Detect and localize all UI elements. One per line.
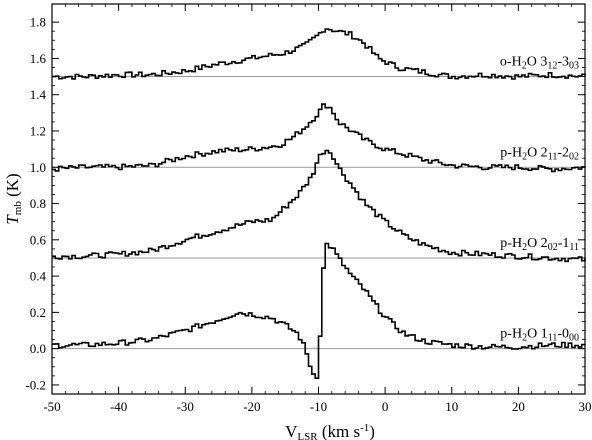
series-label-part: 2 (522, 242, 527, 253)
series-label: p-H2O 202-111 (500, 236, 579, 253)
series-line (52, 149, 586, 263)
series-label-part: 03 (569, 61, 579, 72)
y-tick-label: 0.6 (30, 232, 47, 247)
series-label: p-H2O 211-202 (500, 145, 579, 162)
x-axis-label-close: ) (369, 422, 375, 440)
x-tick-label: -30 (177, 399, 194, 414)
y-tick-label: 0.0 (30, 341, 46, 356)
y-tick-label: -0.2 (25, 377, 46, 392)
y-tick-label: 0.2 (30, 305, 46, 320)
series-label-part: 2 (522, 333, 527, 344)
series-label-part: O 2 (527, 236, 548, 251)
series-label-part: 2 (522, 61, 527, 72)
series-label-part: 11 (548, 151, 558, 162)
series-label-part: p-H (500, 145, 522, 160)
series-label-part: O 2 (527, 145, 548, 160)
x-tick-label: 10 (445, 399, 458, 414)
series-label-part: o-H (500, 55, 522, 70)
y-tick-label: 1.4 (30, 87, 47, 102)
x-axis-label-rest: (km s (318, 422, 361, 440)
series-label-part: -2 (557, 145, 569, 160)
x-axis-label-sup: -1 (360, 422, 369, 434)
x-tick-label: -50 (43, 399, 60, 414)
y-tick-label: 1.0 (30, 160, 46, 175)
y-axis-label-main: T (3, 214, 22, 225)
y-tick-label: 1.6 (30, 51, 47, 66)
x-tick-label: 0 (382, 399, 389, 414)
series-label-part: 11 (569, 242, 579, 253)
x-tick-label: 20 (512, 399, 525, 414)
series-label-part: 00 (569, 333, 579, 344)
series-label-part: 02 (548, 242, 558, 253)
series-line (52, 28, 586, 80)
series-label-part: 2 (522, 151, 527, 162)
series-line (52, 103, 586, 173)
series-label: o-H2O 312-303 (500, 55, 579, 72)
x-axis-label-main: V (285, 422, 298, 440)
series-label: p-H2O 111-000 (500, 327, 579, 344)
y-axis-label: Tmb (K) (3, 173, 24, 224)
y-tick-label: 0.8 (30, 196, 46, 211)
y-tick-label: 0.4 (30, 269, 47, 284)
x-tick-label: -40 (110, 399, 127, 414)
series-label-part: -1 (558, 236, 570, 251)
series-label-part: O 3 (527, 55, 548, 70)
y-axis: -0.2 0.0 0.2 0.4 0.6 0.8 1.0 1.2 1.4 1.6 1.8 (25, 15, 585, 392)
series-label-part: p-H (500, 327, 522, 342)
series-group (52, 28, 586, 379)
y-axis-label-sub: mb (12, 201, 24, 216)
x-axis: -50 -40 -30 -20 -10 0 10 20 30 (43, 4, 592, 414)
series-label-part: -0 (557, 327, 569, 342)
y-tick-label: 1.8 (30, 15, 46, 30)
series-line (52, 242, 586, 379)
y-tick-label: 1.2 (30, 123, 46, 138)
series-label-part: 12 (547, 61, 557, 72)
x-axis-label-sub: LSR (297, 431, 318, 440)
x-tick-label: -10 (310, 399, 327, 414)
series-label-part: -3 (557, 55, 569, 70)
series-label-part: p-H (500, 236, 522, 251)
x-tick-label: 30 (579, 399, 592, 414)
y-axis-label-rest: (K) (3, 173, 22, 201)
x-tick-label: -20 (243, 399, 260, 414)
x-axis-label: VLSR (km s-1) (285, 422, 375, 440)
series-label-part: O 1 (527, 327, 548, 342)
series-label-part: 11 (548, 333, 558, 344)
series-label-part: 02 (569, 151, 579, 162)
